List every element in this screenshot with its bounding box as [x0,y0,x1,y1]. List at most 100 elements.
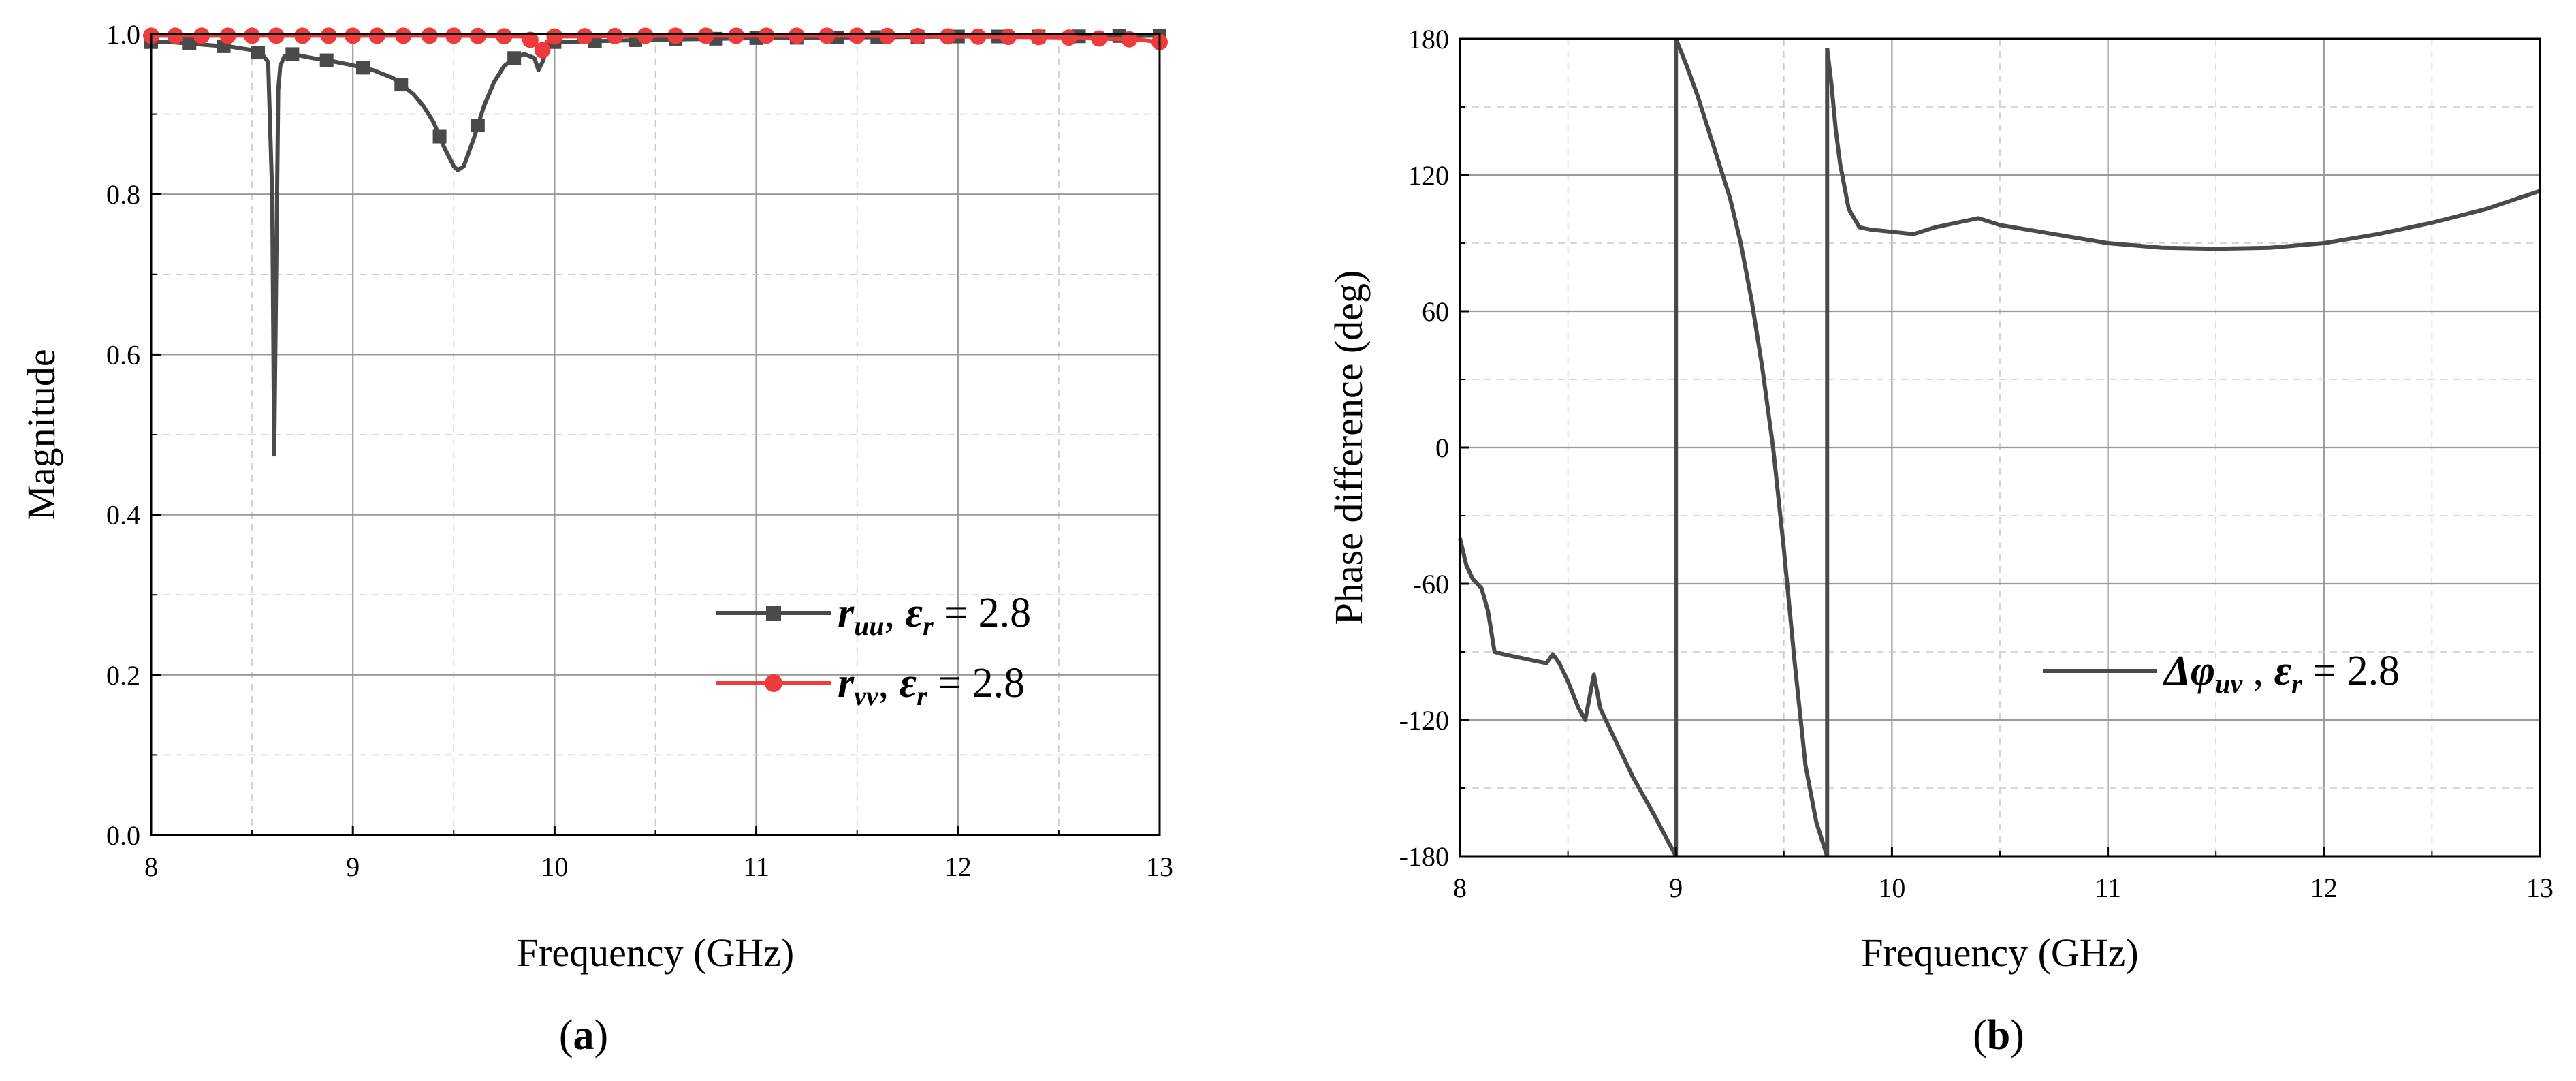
b-y-tick-label: 0 [1435,433,1449,463]
a-series-1-point [1091,30,1108,47]
a-legend-epsilon-subscript: r [923,610,934,641]
a-x-tick-label: 10 [541,851,568,882]
a-y-tick-label: 0.0 [106,820,140,851]
a-legend-value: = 2.8 [927,660,1025,706]
a-series-1-point [445,27,462,44]
b-y-tick-label: 60 [1422,296,1449,327]
a-series-0-point [182,36,197,50]
a-x-tick-label: 13 [1146,851,1173,882]
a-series-1-point [244,27,261,44]
a-series-1-point [727,27,744,44]
a-legend-epsilon: ε [900,660,917,706]
a-series-1-point [697,27,714,44]
a-series-1-point [294,27,311,44]
a-series-1-point [368,27,385,44]
a-series-1-point [193,27,210,44]
a-series-1-point [576,28,593,45]
a-x-tick-label: 11 [743,851,769,882]
a-series-0-point [319,53,334,67]
panel-a-y-axis-label: Magnitude [19,349,63,520]
b-legend-subscript: uv [2215,668,2243,699]
panel-b-ticks: 8 9 10 11 12 13 -180 -120 -60 0 60 120 180 [1399,24,2554,903]
a-series-1-point [496,28,513,45]
b-y-tick-label: -180 [1399,841,1449,872]
a-x-tick-label: 8 [144,851,158,882]
a-series-1-point [345,27,362,44]
panel-a-x-axis-label: Frequency (GHz) [517,930,794,975]
a-series-1-point [909,28,926,45]
a-series-1-point [469,27,486,44]
b-x-tick-label: 13 [2526,873,2554,903]
a-legend-label-1: rvv, εr = 2.8 [838,660,1025,711]
a-series-1-point [758,27,775,44]
a-series-1-point [607,27,624,44]
a-series-1-point [1030,29,1047,46]
panel-b-legend: Δφuv , εr = 2.8 [2043,648,2400,699]
a-series-1-point [1060,29,1077,46]
a-legend-epsilon: ε [906,590,923,636]
b-legend-epsilon-subscript: r [2291,668,2302,699]
b-x-tick-label: 10 [1878,873,1905,903]
a-legend-subscript: vv [854,680,879,711]
a-legend-separator: , [878,660,900,706]
a-series-1-point [268,27,285,44]
a-series-1-point [939,28,956,45]
a-x-tick-label: 9 [346,851,360,882]
a-series-1-point [522,31,539,48]
a-series-0-point [285,47,300,61]
b-legend-epsilon: ε [2274,648,2291,694]
a-series-1-point [320,27,337,44]
a-series-1-point [1000,29,1017,46]
b-y-tick-label: 120 [1408,160,1449,191]
panel-b-letter: b [1987,1012,2010,1059]
a-y-tick-label: 0.2 [106,660,140,691]
a-legend-value: = 2.8 [934,590,1031,636]
panel-b-x-axis-label: Frequency (GHz) [1861,930,2138,975]
b-legend-separator: , [2242,648,2274,694]
b-y-tick-label: -120 [1399,705,1449,736]
a-legend-epsilon-subscript: r [917,680,927,711]
a-series-1-point [167,27,184,44]
panel-b-grid [1460,39,2540,856]
panel-b: 8 9 10 11 12 13 -180 -120 -60 0 60 120 180 Frequency… [1326,24,2554,1059]
b-x-tick-label: 11 [2095,873,2121,903]
panel-b-caption: (b) [1973,1012,2024,1059]
a-legend-subscript: uu [854,610,885,641]
a-legend-marker-0 [766,606,781,621]
a-series-1-point [818,27,836,44]
b-y-tick-label: 180 [1408,24,1449,54]
a-series-1-point [667,27,684,44]
a-y-tick-label: 0.6 [106,339,140,370]
a-series-1-point [1121,31,1138,48]
a-legend-symbol: r [838,590,855,636]
a-y-tick-label: 0.8 [106,179,140,210]
b-series-0-line [1825,47,2541,251]
a-series-1-point [637,27,654,44]
b-y-tick-label: -60 [1413,569,1449,599]
panel-a-caption: (a) [559,1012,608,1059]
a-series-0-point [394,78,409,92]
a-series-1-point [546,28,563,45]
b-x-tick-label: 12 [2310,873,2338,903]
b-legend-label-0: Δφuv , εr = 2.8 [2162,648,2400,699]
a-series-1-point [970,28,987,45]
a-series-1-point [788,27,805,44]
a-legend-label-0: ruu, εr = 2.8 [838,590,1031,641]
a-series-0-point [432,129,447,144]
a-series-0-point [471,119,485,133]
b-x-tick-label: 8 [1453,873,1467,903]
a-series-1-point [534,42,551,59]
a-series-1-point [848,27,865,44]
panel-a-grid [151,34,1160,835]
a-series-0-point [507,51,522,65]
panel-a-ticks: 8 9 10 11 12 13 0.0 0.2 0.4 0.6 0.8 1.0 [106,19,1173,882]
b-x-tick-label: 9 [1669,873,1683,903]
b-legend-symbol: Δφ [2162,648,2215,694]
panel-a-letter: a [573,1012,594,1059]
panel-b-series [1458,37,2541,858]
a-legend-separator: , [885,590,906,636]
panel-a: 8 9 10 11 12 13 0.0 0.2 0.4 0.6 0.8 1.0 Frequency (… [19,19,1173,1059]
a-series-1-point [879,27,896,44]
